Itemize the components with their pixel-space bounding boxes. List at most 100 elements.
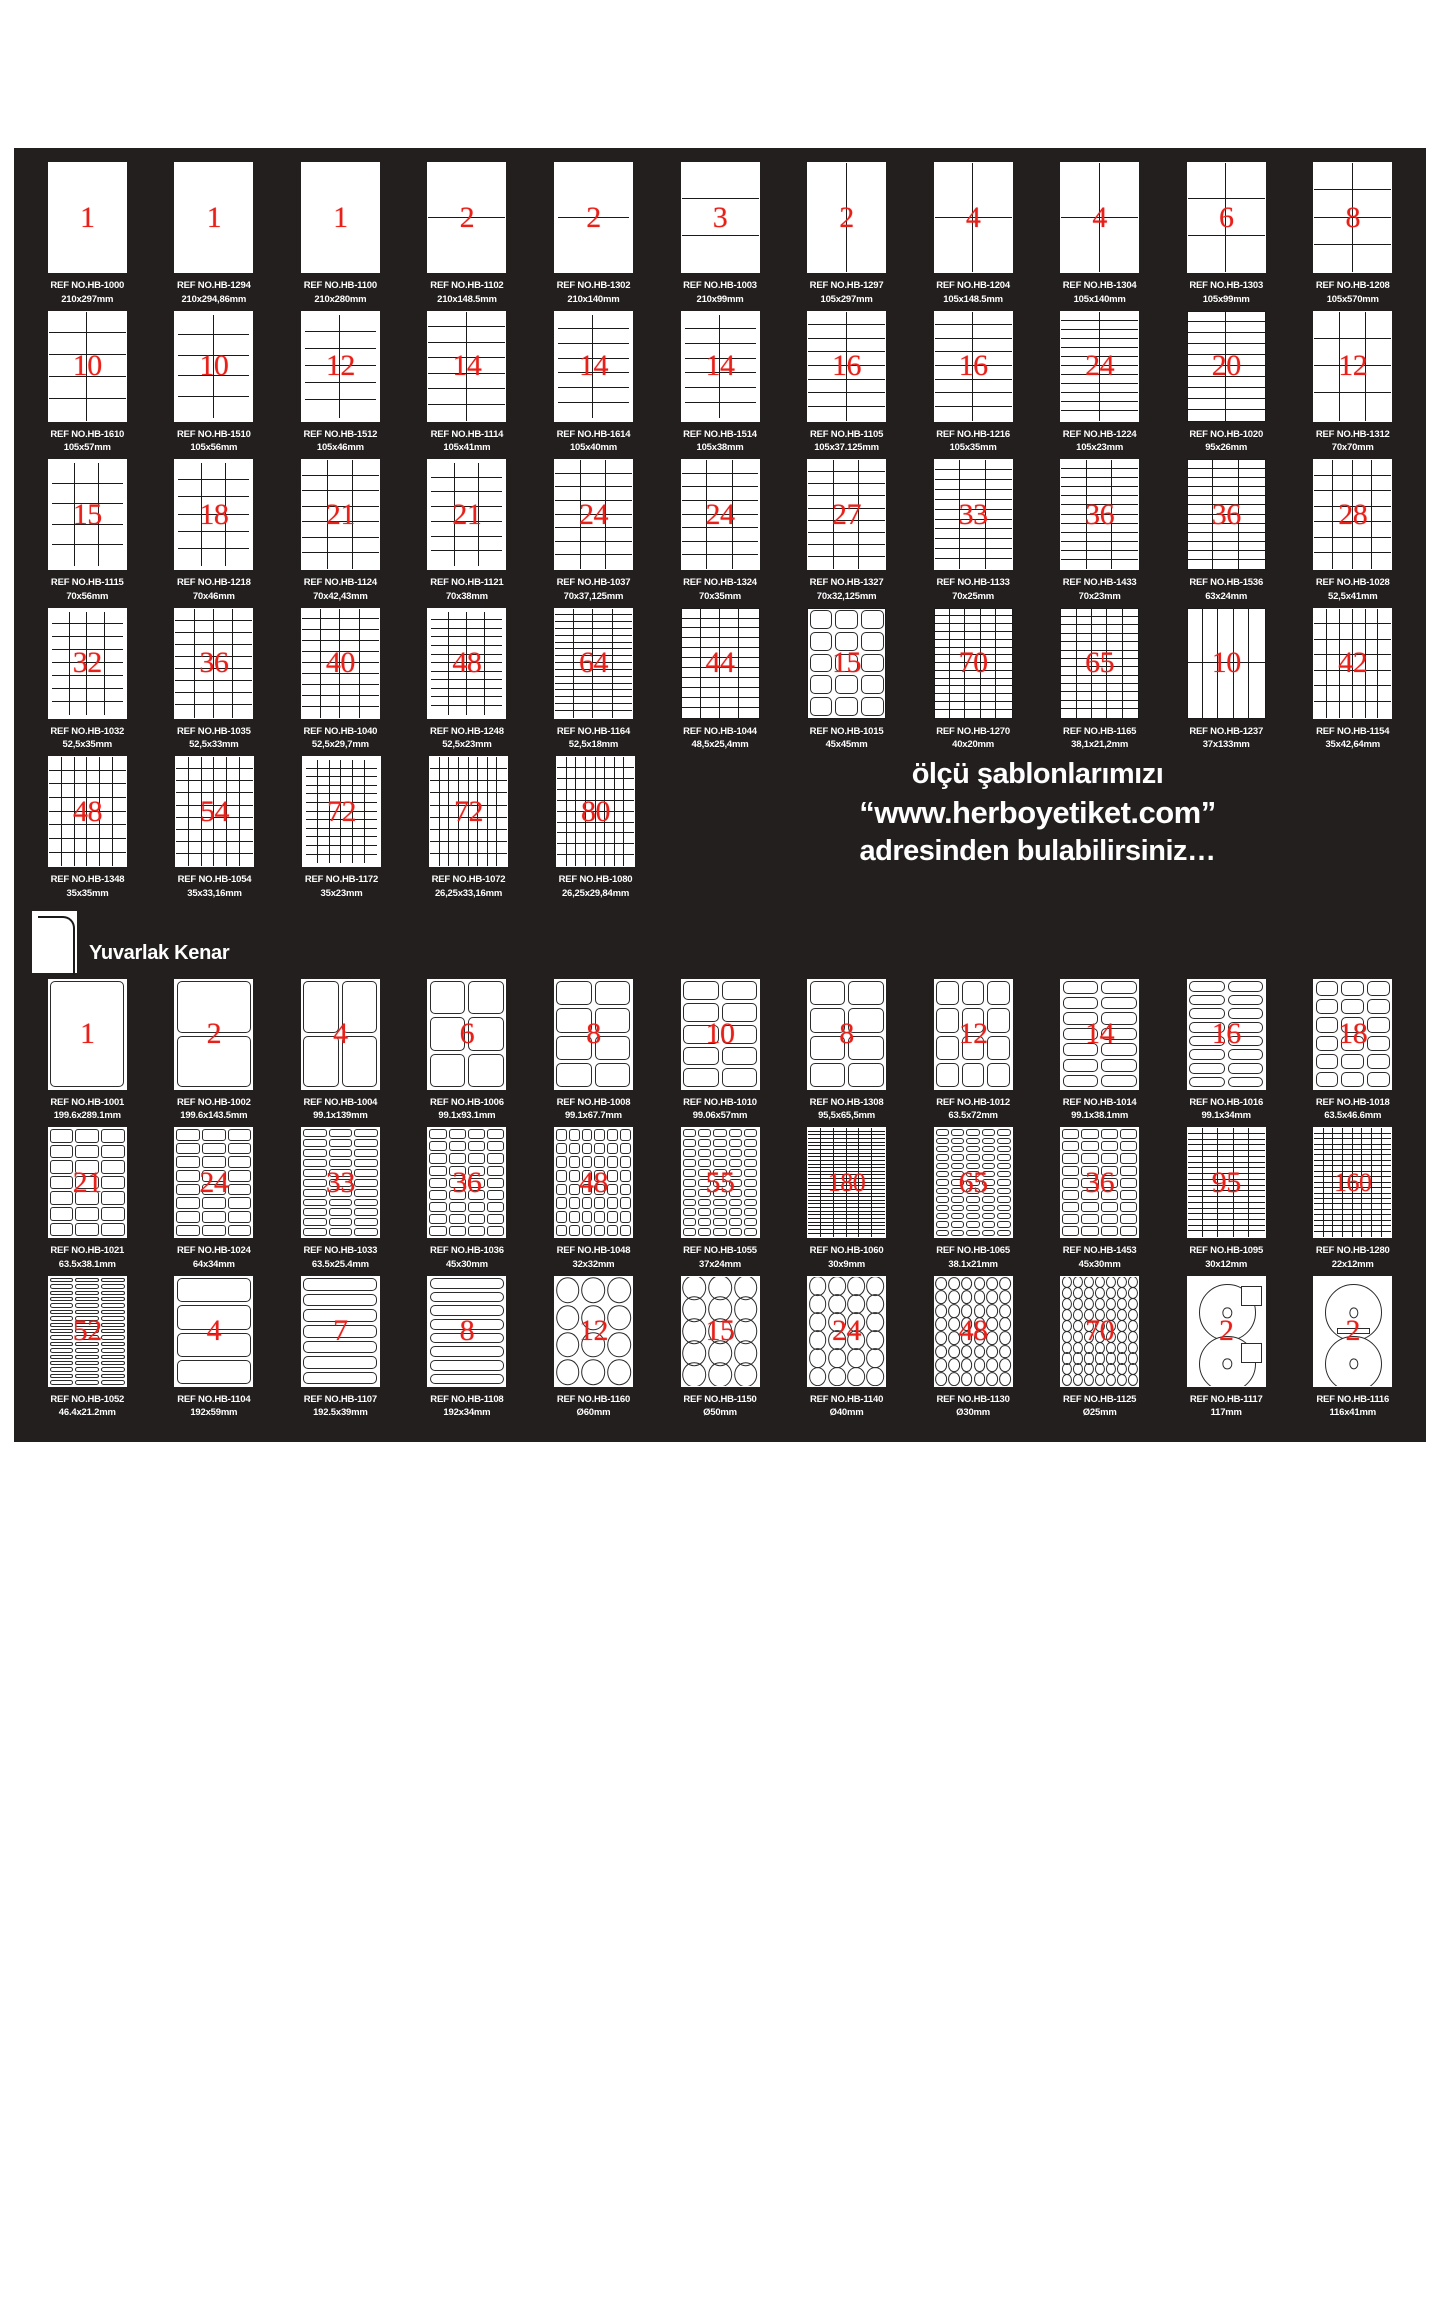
label-template-item[interactable]: 72 REF NO.HB-1172 35x23mm [278, 756, 405, 901]
label-template-item[interactable]: 48 REF NO.HB-1130 Ø30mm [910, 1275, 1037, 1421]
label-template-item[interactable]: 65 REF NO.HB-1165 38,1x21,2mm [1036, 607, 1163, 753]
label-template-item[interactable]: 52 REF NO.HB-1052 46.4x21.2mm [24, 1275, 151, 1421]
label-cell [99, 484, 123, 505]
label-template-item[interactable]: 8 REF NO.HB-1108 192x34mm [404, 1275, 531, 1421]
label-template-item[interactable]: 2 REF NO.HB-1002 199.6x143.5mm [151, 978, 278, 1124]
label-template-item[interactable]: 24 REF NO.HB-1024 64x34mm [151, 1127, 278, 1272]
label-template-item[interactable]: 4 REF NO.HB-1304 105x140mm [1036, 162, 1163, 307]
label-template-item[interactable]: 8 REF NO.HB-1208 105x570mm [1289, 162, 1416, 307]
label-template-item[interactable]: 70 REF NO.HB-1270 40x20mm [910, 607, 1037, 753]
label-template-item[interactable]: 14 REF NO.HB-1514 105x38mm [657, 310, 784, 456]
label-template-item[interactable]: 14 REF NO.HB-1114 105x41mm [404, 310, 531, 456]
label-template-item[interactable]: 36 REF NO.HB-1453 45x30mm [1036, 1127, 1163, 1272]
label-cell [1226, 410, 1265, 421]
label-ref-number: REF NO.HB-1048 [556, 1245, 631, 1257]
label-template-item[interactable]: 44 REF NO.HB-1044 48,5x25,4mm [657, 607, 784, 753]
label-template-item[interactable]: 18 REF NO.HB-1218 70x46mm [151, 459, 278, 604]
label-template-item[interactable]: 180 REF NO.HB-1060 30x9mm [783, 1127, 910, 1272]
label-template-item[interactable]: 36 REF NO.HB-1036 45x30mm [404, 1127, 531, 1272]
label-template-item[interactable]: 12 REF NO.HB-1012 63.5x72mm [910, 978, 1037, 1124]
label-template-item[interactable]: 4 REF NO.HB-1104 192x59mm [151, 1275, 278, 1421]
label-template-item[interactable]: 48 REF NO.HB-1348 35x35mm [24, 756, 151, 901]
label-template-item[interactable]: 16 REF NO.HB-1216 105x35mm [910, 310, 1037, 456]
label-template-item[interactable]: 24 REF NO.HB-1324 70x35mm [657, 459, 784, 604]
label-template-item[interactable]: 36 REF NO.HB-1536 63x24mm [1163, 459, 1290, 604]
label-cell [449, 645, 467, 655]
label-template-item[interactable]: 48 REF NO.HB-1248 52,5x23mm [404, 607, 531, 753]
label-template-item[interactable]: 55 REF NO.HB-1055 37x24mm [657, 1127, 784, 1272]
label-template-item[interactable]: 2 REF NO.HB-1117 117mm [1163, 1275, 1290, 1421]
label-template-item[interactable]: 54 REF NO.HB-1054 35x33,16mm [151, 756, 278, 901]
label-template-item[interactable]: 3 REF NO.HB-1003 210x99mm [657, 162, 784, 307]
label-template-item[interactable]: 27 REF NO.HB-1327 70x32,125mm [783, 459, 910, 604]
label-template-item[interactable]: 36 REF NO.HB-1433 70x23mm [1036, 459, 1163, 604]
label-template-item[interactable]: 160 REF NO.HB-1280 22x12mm [1289, 1127, 1416, 1272]
label-ref-number: REF NO.HB-1324 [683, 577, 757, 589]
label-template-item[interactable]: 33 REF NO.HB-1133 70x25mm [910, 459, 1037, 604]
label-template-item[interactable]: 1 REF NO.HB-1001 199.6x289.1mm [24, 978, 151, 1124]
label-ref-number: REF NO.HB-1055 [683, 1245, 757, 1257]
label-cell [934, 616, 950, 625]
label-template-item[interactable]: 21 REF NO.HB-1121 70x38mm [404, 459, 531, 604]
label-template-item[interactable]: 16 REF NO.HB-1016 99.1x34mm [1163, 978, 1290, 1124]
label-template-item[interactable]: 70 REF NO.HB-1125 Ø25mm [1036, 1275, 1163, 1421]
label-template-item[interactable]: 12 REF NO.HB-1160 Ø60mm [530, 1275, 657, 1421]
label-cell [49, 811, 62, 826]
label-template-item[interactable]: 12 REF NO.HB-1512 105x46mm [277, 310, 404, 456]
label-template-item[interactable]: 24 REF NO.HB-1224 105x23mm [1036, 310, 1163, 456]
label-template-item[interactable]: 8 REF NO.HB-1308 95,5x65,5mm [783, 978, 910, 1124]
label-template-item[interactable]: 2 REF NO.HB-1102 210x148.5mm [404, 162, 531, 307]
label-cell [1362, 1144, 1372, 1150]
label-template-item[interactable]: 2 REF NO.HB-1302 210x140mm [530, 162, 657, 307]
label-cell [1187, 608, 1204, 664]
label-template-item[interactable]: 42 REF NO.HB-1154 35x42,64mm [1289, 607, 1416, 753]
label-template-item[interactable]: 14 REF NO.HB-1614 105x40mm [530, 310, 657, 456]
label-template-item[interactable]: 10 REF NO.HB-1610 105x57mm [24, 310, 151, 456]
label-template-item[interactable]: 32 REF NO.HB-1032 52,5x35mm [24, 607, 151, 753]
label-template-item[interactable]: 10 REF NO.HB-1510 105x56mm [151, 310, 278, 456]
label-template-item[interactable]: 4 REF NO.HB-1004 99.1x139mm [277, 978, 404, 1124]
label-template-item[interactable]: 33 REF NO.HB-1033 63.5x25.4mm [277, 1127, 404, 1272]
label-template-item[interactable]: 1 REF NO.HB-1100 210x280mm [277, 162, 404, 307]
label-template-item[interactable]: 65 REF NO.HB-1065 38.1x21mm [910, 1127, 1037, 1272]
label-cell [69, 688, 88, 702]
label-template-item[interactable]: 18 REF NO.HB-1018 63.5x46.6mm [1289, 978, 1416, 1124]
label-template-item[interactable]: 80 REF NO.HB-1080 26,25x29,84mm [532, 756, 659, 901]
label-template-item[interactable]: 24 REF NO.HB-1037 70x37,125mm [530, 459, 657, 604]
label-template-item[interactable]: 15 REF NO.HB-1115 70x56mm [24, 459, 151, 604]
label-template-item[interactable]: 6 REF NO.HB-1303 105x99mm [1163, 162, 1290, 307]
label-template-item[interactable]: 10 REF NO.HB-1237 37x133mm [1163, 607, 1290, 753]
label-template-item[interactable]: 21 REF NO.HB-1021 63.5x38.1mm [24, 1127, 151, 1272]
label-cell [61, 825, 75, 839]
label-template-item[interactable]: 12 REF NO.HB-1312 70x70mm [1289, 310, 1416, 456]
label-template-item[interactable]: 2 REF NO.HB-1297 105x297mm [783, 162, 910, 307]
label-template-item[interactable]: 1 REF NO.HB-1294 210x294,86mm [151, 162, 278, 307]
label-template-item[interactable]: 24 REF NO.HB-1140 Ø40mm [783, 1275, 910, 1421]
label-template-item[interactable]: 15 REF NO.HB-1150 Ø50mm [657, 1275, 784, 1421]
label-template-item[interactable]: 20 REF NO.HB-1020 95x26mm [1163, 310, 1290, 456]
label-template-item[interactable]: 2 REF NO.HB-1116 116x41mm [1289, 1275, 1416, 1421]
label-ref-number: REF NO.HB-1072 [431, 874, 506, 886]
label-template-item[interactable]: 14 REF NO.HB-1014 99.1x38.1mm [1036, 978, 1163, 1124]
label-cell [1371, 1166, 1382, 1172]
label-cell [606, 1358, 632, 1385]
label-template-item[interactable]: 72 REF NO.HB-1072 26,25x33,16mm [405, 756, 532, 901]
label-cell [327, 506, 354, 523]
label-template-item[interactable]: 95 REF NO.HB-1095 30x12mm [1163, 1127, 1290, 1272]
label-template-item[interactable]: 7 REF NO.HB-1107 192.5x39mm [277, 1275, 404, 1421]
label-cell [301, 619, 322, 631]
label-template-item[interactable]: 40 REF NO.HB-1040 52,5x29,7mm [277, 607, 404, 753]
label-cell [934, 489, 961, 500]
label-template-item[interactable]: 28 REF NO.HB-1028 52,5x41mm [1289, 459, 1416, 604]
label-template-item[interactable]: 64 REF NO.HB-1164 52,5x18mm [530, 607, 657, 753]
label-template-item[interactable]: 6 REF NO.HB-1006 99.1x93.1mm [404, 978, 531, 1124]
label-template-item[interactable]: 1 REF NO.HB-1000 210x297mm [24, 162, 151, 307]
label-template-item[interactable]: 8 REF NO.HB-1008 99.1x67.7mm [530, 978, 657, 1124]
label-template-item[interactable]: 10 REF NO.HB-1010 99.06x57mm [657, 978, 784, 1124]
label-template-item[interactable]: 48 REF NO.HB-1048 32x32mm [530, 1127, 657, 1272]
label-template-item[interactable]: 4 REF NO.HB-1204 105x148.5mm [910, 162, 1037, 307]
label-template-item[interactable]: 15 REF NO.HB-1015 45x45mm [783, 607, 910, 753]
label-template-item[interactable]: 21 REF NO.HB-1124 70x42,43mm [277, 459, 404, 604]
label-template-item[interactable]: 16 REF NO.HB-1105 105x37.125mm [783, 310, 910, 456]
label-template-item[interactable]: 36 REF NO.HB-1035 52,5x33mm [151, 607, 278, 753]
